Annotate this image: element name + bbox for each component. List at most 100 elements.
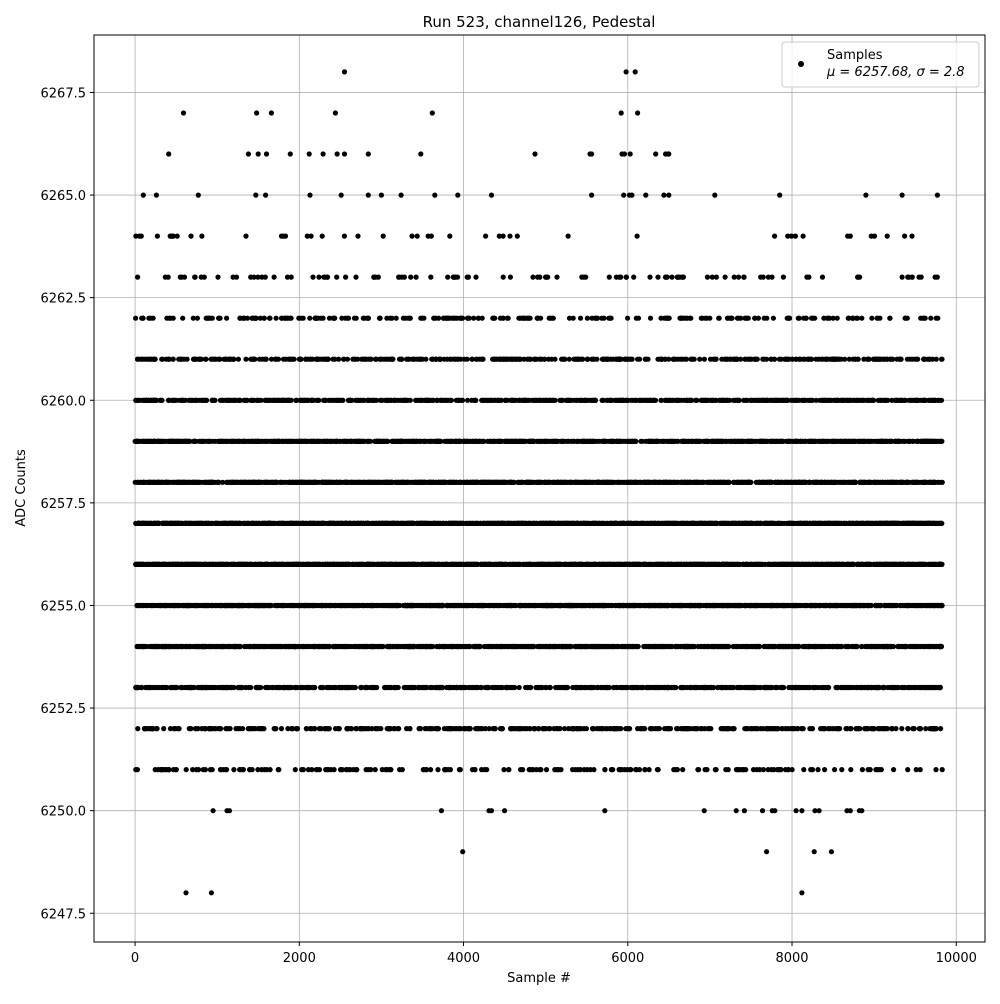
data-point (370, 644, 375, 649)
data-point (173, 726, 178, 731)
data-point (764, 685, 769, 690)
data-point (923, 726, 928, 731)
data-point (711, 603, 716, 608)
data-point (773, 644, 778, 649)
data-point (299, 767, 304, 772)
data-point (203, 644, 208, 649)
data-point (137, 603, 142, 608)
data-point (835, 644, 840, 649)
data-point (907, 685, 912, 690)
data-point (218, 726, 223, 731)
data-point (429, 685, 434, 690)
data-point (304, 644, 309, 649)
data-point (410, 685, 415, 690)
data-point (848, 767, 853, 772)
data-point (544, 767, 549, 772)
data-point (367, 603, 372, 608)
data-point (224, 767, 229, 772)
data-point (238, 767, 243, 772)
data-point (889, 726, 894, 731)
data-point (731, 726, 736, 731)
data-point (185, 644, 190, 649)
data-point (768, 644, 773, 649)
data-point (507, 685, 512, 690)
data-point (421, 767, 426, 772)
data-point (918, 767, 923, 772)
data-point (284, 644, 289, 649)
data-point (602, 644, 607, 649)
data-point (866, 767, 871, 772)
data-point (161, 726, 166, 731)
data-point (486, 685, 491, 690)
data-point (244, 603, 249, 608)
chart-title: Run 523, channel126, Pedestal (423, 13, 656, 31)
data-point (710, 644, 715, 649)
data-point (309, 726, 314, 731)
data-point (570, 603, 575, 608)
data-point (624, 685, 629, 690)
data-point (475, 685, 480, 690)
data-point (817, 808, 822, 813)
data-point (774, 603, 779, 608)
data-point (772, 808, 777, 813)
data-point (604, 726, 609, 731)
data-point (933, 767, 938, 772)
data-point (544, 644, 549, 649)
data-point (380, 603, 385, 608)
data-point (576, 767, 581, 772)
data-point (630, 644, 635, 649)
data-point (376, 644, 381, 649)
data-point (211, 808, 216, 813)
data-point (327, 726, 332, 731)
data-point (829, 849, 834, 854)
data-point (154, 726, 159, 731)
data-point (775, 726, 780, 731)
data-point (757, 644, 762, 649)
data-point (446, 767, 451, 772)
data-point (778, 685, 783, 690)
data-point (159, 644, 164, 649)
data-point (199, 685, 204, 690)
data-point (860, 767, 865, 772)
data-point (501, 603, 506, 608)
data-point (338, 603, 343, 608)
data-point (590, 726, 595, 731)
data-point (758, 685, 763, 690)
data-point (873, 644, 878, 649)
data-point (382, 685, 387, 690)
data-point (343, 685, 348, 690)
data-point (262, 644, 267, 649)
data-point (388, 726, 393, 731)
data-point (928, 603, 933, 608)
data-point (745, 726, 750, 731)
data-point (913, 685, 918, 690)
data-point (702, 808, 707, 813)
data-point (486, 644, 491, 649)
data-point (723, 685, 728, 690)
data-point (881, 685, 886, 690)
data-point (900, 685, 905, 690)
data-point (865, 726, 870, 731)
data-point (470, 685, 475, 690)
data-point (221, 644, 226, 649)
data-point (212, 726, 217, 731)
data-point (694, 685, 699, 690)
data-point (458, 685, 463, 690)
data-point (724, 644, 729, 649)
data-point (598, 726, 603, 731)
data-point (418, 685, 423, 690)
data-point (734, 808, 739, 813)
data-point (247, 767, 252, 772)
data-point (760, 808, 765, 813)
data-point (737, 685, 742, 690)
data-point (480, 726, 485, 731)
data-point (150, 603, 155, 608)
data-point (368, 767, 373, 772)
data-point (269, 644, 274, 649)
data-point (764, 849, 769, 854)
data-point (611, 644, 616, 649)
data-point (831, 603, 836, 608)
data-point (144, 644, 149, 649)
